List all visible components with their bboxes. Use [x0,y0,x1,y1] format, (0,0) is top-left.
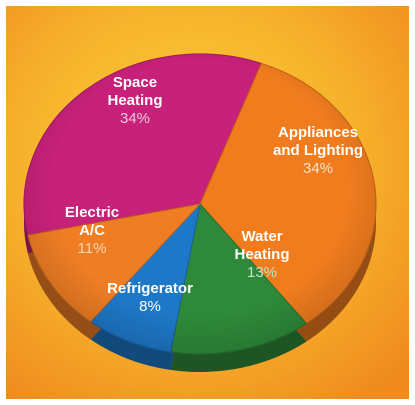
pie-slice-category-label: Refrigerator [107,280,193,297]
pie-slice-category-label: Water [241,228,282,245]
pie-slice-value-label: 34% [120,110,150,127]
pie-slice-category-label: A/C [79,222,105,239]
pie-slice-label: Appliances and Lighting 34% [273,124,363,177]
pie-labels: Space Heating 34%Appliances and Lighting 34%… [65,74,363,315]
pie-slice-label: Electric A/C 11% [65,204,119,257]
pie-slice-category-label: Electric [65,204,119,221]
pie-slice-value-label: 34% [303,160,333,177]
pie-slice-category-label: Heating [234,246,289,263]
pie-slice-label: Space Heating 34% [107,74,162,127]
pie-slice-value-label: 11% [78,240,107,257]
pie-slice-category-label: and Lighting [273,142,363,159]
pie-slice-value-label: 8% [139,298,161,315]
pie-slice-category-label: Appliances [278,124,358,141]
pie-slice-category-label: Heating [107,92,162,109]
pie-slice-label: Refrigerator 8% [107,280,193,315]
pie-slice-category-label: Space [113,74,157,91]
pie-slice-label: Water Heating 13% [234,228,289,281]
pie-slice-value-label: 13% [247,264,277,281]
